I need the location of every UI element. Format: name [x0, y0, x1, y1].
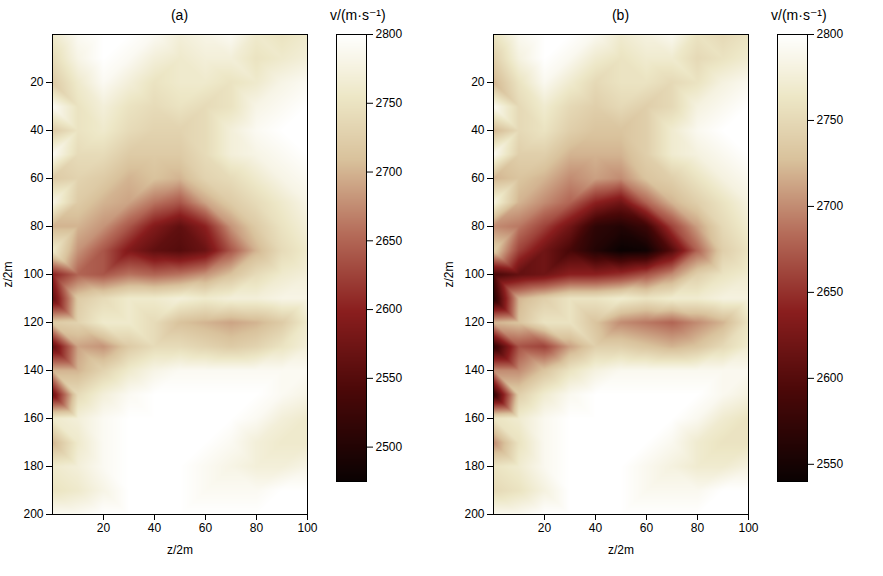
svg-text:60: 60	[471, 171, 485, 185]
svg-text:2650: 2650	[376, 234, 403, 248]
svg-text:40: 40	[30, 123, 44, 137]
svg-text:2600: 2600	[376, 302, 403, 316]
svg-text:2600: 2600	[817, 371, 844, 385]
svg-text:40: 40	[471, 123, 485, 137]
svg-text:180: 180	[464, 459, 484, 473]
svg-text:80: 80	[250, 521, 264, 535]
svg-text:2700: 2700	[376, 165, 403, 179]
svg-text:z/2m: z/2m	[442, 261, 456, 287]
svg-text:2750: 2750	[817, 113, 844, 127]
svg-text:60: 60	[30, 171, 44, 185]
svg-text:z/2m: z/2m	[167, 543, 193, 557]
svg-text:180: 180	[23, 459, 43, 473]
svg-text:140: 140	[23, 363, 43, 377]
html-text:(a): (a)	[170, 7, 189, 23]
svg-text:z/2m: z/2m	[1, 261, 15, 287]
svg-text:20: 20	[538, 521, 552, 535]
svg-text:z/2m: z/2m	[608, 543, 634, 557]
html-text:v/(m·s⁻¹): v/(m·s⁻¹)	[771, 7, 827, 23]
svg-text:80: 80	[30, 219, 44, 233]
svg-text:160: 160	[23, 411, 43, 425]
svg-text:100: 100	[297, 521, 317, 535]
svg-text:2800: 2800	[817, 27, 844, 41]
svg-text:2550: 2550	[376, 371, 403, 385]
svg-text:2800: 2800	[376, 27, 403, 41]
svg-text:200: 200	[464, 507, 484, 521]
svg-text:20: 20	[30, 75, 44, 89]
svg-text:100: 100	[738, 521, 758, 535]
svg-text:200: 200	[23, 507, 43, 521]
svg-text:140: 140	[464, 363, 484, 377]
svg-text:40: 40	[148, 521, 162, 535]
svg-text:20: 20	[471, 75, 485, 89]
svg-text:40: 40	[589, 521, 603, 535]
svg-text:120: 120	[464, 315, 484, 329]
svg-text:80: 80	[471, 219, 485, 233]
svg-text:2750: 2750	[376, 96, 403, 110]
html-text:v/(m·s⁻¹): v/(m·s⁻¹)	[330, 7, 386, 23]
svg-text:60: 60	[640, 521, 654, 535]
svg-text:2500: 2500	[376, 440, 403, 454]
svg-text:120: 120	[23, 315, 43, 329]
svg-text:80: 80	[691, 521, 705, 535]
svg-text:160: 160	[464, 411, 484, 425]
svg-text:100: 100	[23, 267, 43, 281]
html-text:(b): (b)	[611, 7, 630, 23]
svg-text:20: 20	[97, 521, 111, 535]
svg-text:2550: 2550	[817, 457, 844, 471]
svg-text:100: 100	[464, 267, 484, 281]
svg-text:2650: 2650	[817, 285, 844, 299]
svg-text:2700: 2700	[817, 199, 844, 213]
svg-text:60: 60	[199, 521, 213, 535]
